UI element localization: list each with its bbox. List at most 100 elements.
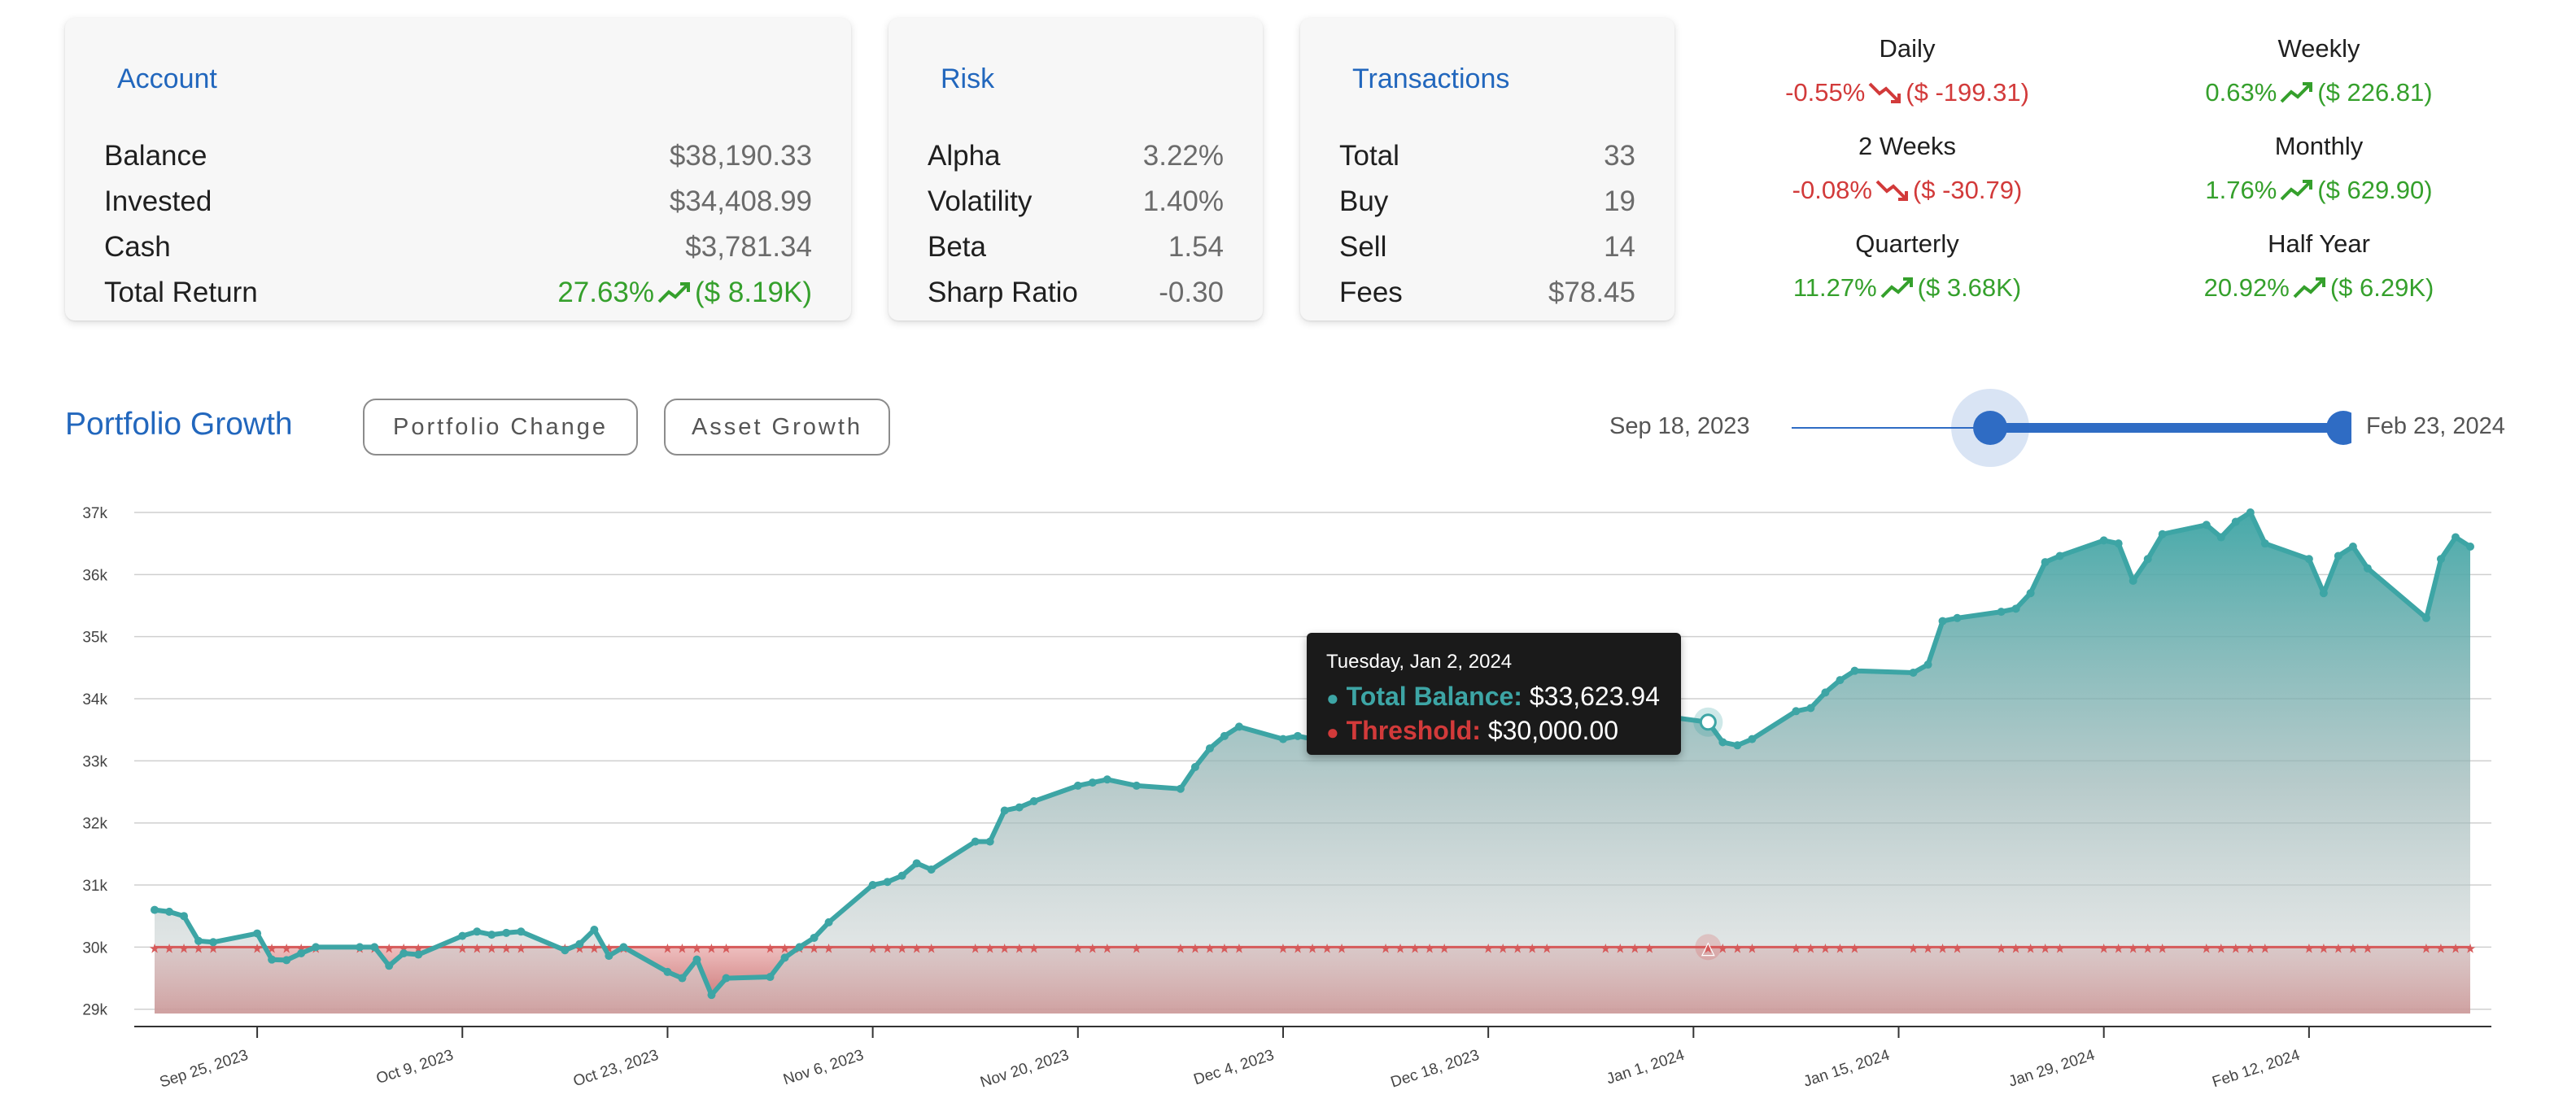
balance-point — [2363, 564, 2372, 573]
balance-label: Balance — [104, 140, 207, 172]
transactions-card: Transactions Total 33 Buy 19 Sell 14 Fee… — [1300, 18, 1674, 320]
balance-point — [1748, 735, 1757, 743]
balance-point — [2011, 604, 2020, 613]
threshold-marker: ★ — [1951, 942, 1963, 956]
trending-up-icon — [2280, 82, 2313, 103]
balance-point — [1806, 704, 1815, 713]
period-pct: 20.92% — [2203, 273, 2290, 302]
threshold-marker: ★ — [1424, 942, 1435, 956]
x-tick-label: Nov 6, 2023 — [781, 1047, 866, 1089]
transactions-title: Transactions — [1352, 63, 1510, 94]
invested-value: $34,408.99 — [669, 185, 812, 217]
total-value: 33 — [1604, 140, 1635, 172]
sell-label: Sell — [1339, 231, 1387, 263]
threshold-marker: ★ — [808, 942, 819, 956]
balance-point — [795, 943, 804, 952]
threshold-marker: ★ — [251, 942, 263, 956]
balance-point — [1836, 676, 1845, 685]
balance-point — [1850, 666, 1859, 675]
period-value: 0.63% ($ 226.81) — [2148, 78, 2490, 107]
alpha-label: Alpha — [928, 140, 1001, 172]
account-title: Account — [117, 63, 217, 94]
x-tick-label: Oct 9, 2023 — [374, 1047, 456, 1088]
balance-point — [1909, 668, 1918, 677]
threshold-marker: ★ — [2259, 942, 2271, 956]
threshold-marker: ★ — [1014, 942, 1025, 956]
balance-point — [2202, 521, 2211, 530]
threshold-marker: ★ — [1995, 942, 2006, 956]
threshold-marker: ★ — [1512, 942, 1523, 956]
period-amount: ($ 3.68K) — [1917, 273, 2022, 302]
trending-down-icon — [1868, 82, 1901, 103]
threshold-marker: ★ — [1219, 942, 1230, 956]
balance-point — [1176, 784, 1185, 793]
threshold-marker: ★ — [1190, 942, 1201, 956]
threshold-marker: ★ — [2142, 942, 2154, 956]
x-tick-label: Nov 20, 2023 — [978, 1047, 1071, 1092]
x-tick-label: Feb 12, 2024 — [2210, 1047, 2302, 1092]
alpha-row: Alpha 3.22% — [928, 133, 1224, 179]
period-amount: ($ -199.31) — [1906, 78, 2029, 107]
portfolio-change-button[interactable]: Portfolio Change — [363, 399, 638, 456]
threshold-marker: ★ — [1482, 942, 1494, 956]
balance-point — [502, 928, 511, 937]
balance-point — [985, 837, 994, 846]
balance-point — [1102, 775, 1111, 784]
slider-selected-track — [1990, 423, 2343, 433]
balance-point — [897, 871, 906, 880]
period-label: 2 Weeks — [1858, 132, 1957, 160]
balance-point — [1923, 660, 1932, 669]
balance-point — [780, 953, 789, 962]
threshold-marker: ★ — [676, 942, 688, 956]
threshold-marker: ★ — [164, 942, 175, 956]
y-tick-label: 30k — [82, 939, 107, 957]
threshold-marker: ★ — [1497, 942, 1508, 956]
balance-point — [824, 918, 833, 926]
balance-value: $38,190.33 — [669, 140, 812, 172]
balance-point — [2114, 539, 2123, 548]
period-value: -0.55% ($ -199.31) — [1736, 78, 2078, 107]
cash-label: Cash — [104, 231, 171, 263]
x-tick-label: Jan 1, 2024 — [1605, 1047, 1687, 1088]
balance-point — [2246, 508, 2255, 517]
threshold-marker: ★ — [193, 942, 204, 956]
threshold-marker: ★ — [588, 942, 600, 956]
period-amount: ($ 6.29K) — [2329, 273, 2434, 302]
balance-point — [2334, 551, 2342, 560]
threshold-marker: ★ — [1072, 942, 1084, 956]
balance-point — [2421, 613, 2430, 622]
period-label: Quarterly — [1855, 229, 1959, 258]
threshold-marker: ★ — [925, 942, 937, 956]
threshold-marker: ★ — [281, 942, 292, 956]
threshold-marker: ★ — [1790, 942, 1801, 956]
balance-point — [2466, 542, 2474, 551]
balance-point — [2099, 536, 2108, 545]
y-tick-label: 31k — [82, 878, 107, 895]
total-label: Total — [1339, 140, 1399, 172]
date-range-slider[interactable] — [1782, 382, 2351, 480]
slider-start-handle[interactable] — [1973, 411, 2008, 445]
threshold-marker: ★ — [2230, 942, 2242, 956]
balance-point — [517, 927, 526, 936]
balance-point — [605, 952, 613, 961]
balance-point — [883, 878, 892, 887]
balance-point — [312, 943, 321, 952]
threshold-marker: ★ — [1702, 942, 1714, 956]
y-tick-label: 35k — [82, 630, 107, 647]
slider-end-handle[interactable] — [2326, 411, 2351, 445]
threshold-marker: ★ — [2201, 942, 2212, 956]
balance-point — [2055, 551, 2064, 560]
threshold-marker: ★ — [2054, 942, 2065, 956]
asset-growth-button[interactable]: Asset Growth — [664, 399, 890, 456]
volatility-row: Volatility 1.40% — [928, 179, 1224, 225]
threshold-marker: ★ — [1131, 942, 1142, 956]
period-pct: -0.08% — [1792, 176, 1872, 204]
threshold-marker: ★ — [999, 942, 1011, 956]
beta-value: 1.54 — [1168, 231, 1224, 263]
y-tick-label: 34k — [82, 691, 107, 708]
threshold-marker: ★ — [2303, 942, 2315, 956]
threshold-marker: ★ — [2421, 942, 2432, 956]
threshold-hover-halo — [1695, 934, 1722, 961]
balance-point — [1073, 781, 1082, 790]
balance-point — [1088, 778, 1097, 787]
